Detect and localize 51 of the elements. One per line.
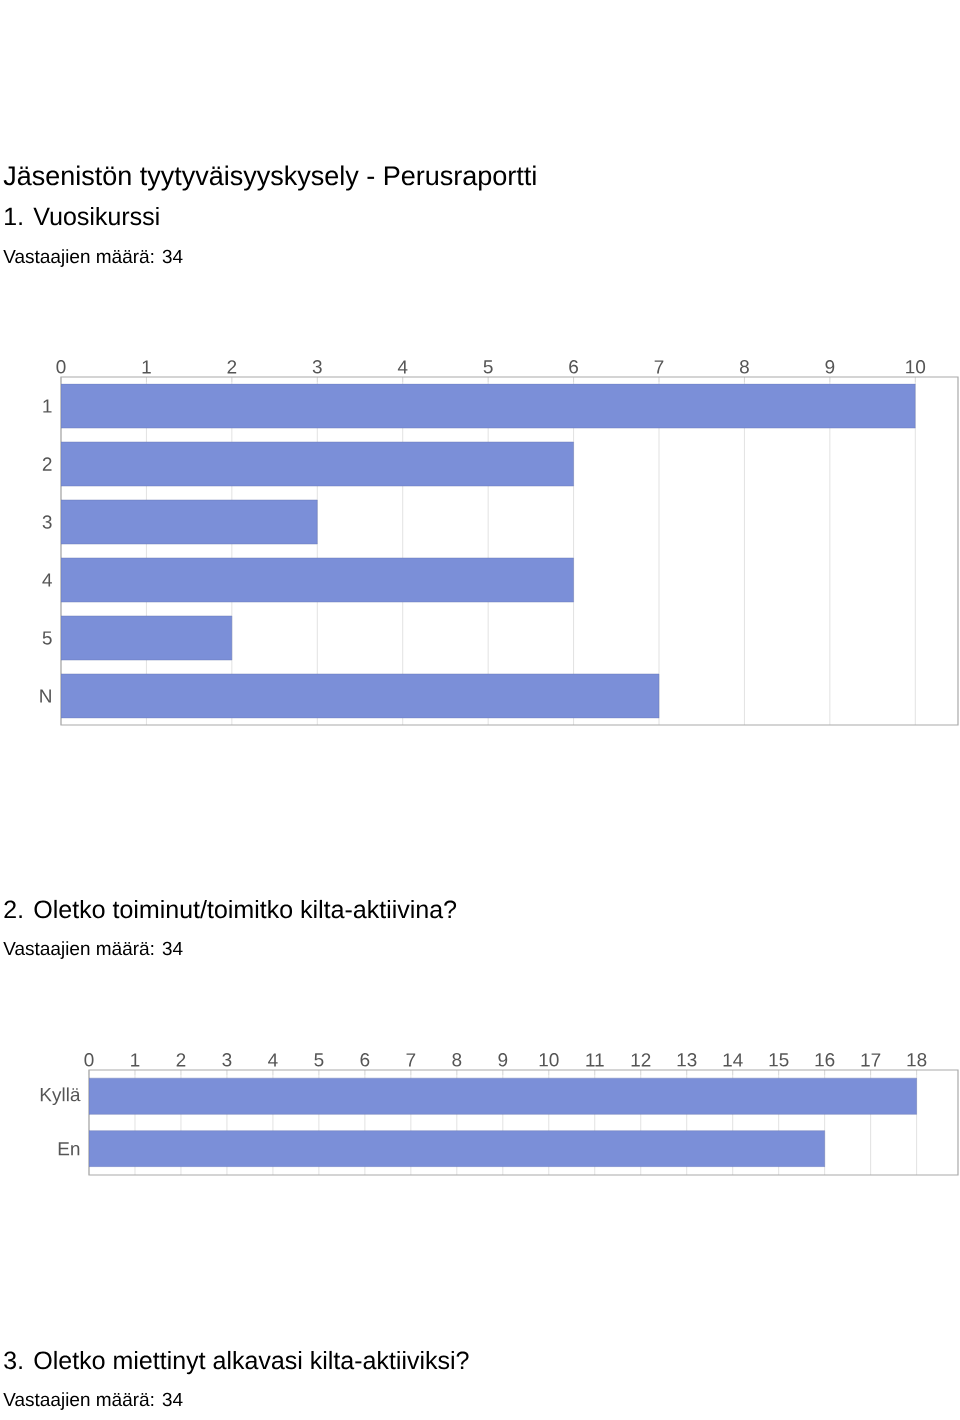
x-tick-label: 4	[397, 360, 408, 374]
x-tick-label: 7	[406, 1053, 416, 1067]
x-tick-label: 0	[56, 360, 66, 374]
x-tick-label: 8	[739, 360, 749, 374]
x-tick-label: 0	[84, 1053, 94, 1067]
x-tick-label: 6	[360, 1053, 370, 1067]
y-tick-label: 3	[42, 515, 52, 529]
bar	[61, 499, 318, 545]
chart-title: 2. Oletko toiminut/toimitko kilta-aktiivina?	[4, 899, 457, 919]
x-tick-label: 17	[861, 1053, 881, 1067]
x-tick-label: 16	[815, 1053, 835, 1067]
x-tick-label: 12	[631, 1053, 651, 1067]
x-tick-label: 18	[907, 1053, 927, 1067]
bar	[61, 441, 574, 487]
x-tick-label: 3	[222, 1053, 232, 1067]
bar	[61, 557, 574, 603]
x-tick-label: 1	[131, 1053, 140, 1067]
text: Vastaajien määrä: 34	[3, 249, 183, 267]
chart-subtitle: 1. Vuosikurssi	[5, 206, 159, 226]
x-tick-label: 9	[825, 360, 835, 374]
x-tick-label: 2	[227, 360, 237, 374]
x-tick-label: 4	[268, 1053, 278, 1067]
x-tick-label: 7	[654, 360, 664, 374]
x-tick-label: 9	[498, 1053, 508, 1067]
y-tick-label: N	[40, 689, 51, 703]
bar	[61, 673, 660, 719]
bar	[61, 383, 916, 429]
x-tick-label: 10	[906, 360, 926, 374]
y-tick-label: Kyllä	[40, 1087, 81, 1106]
text: Vastaajien määrä: 34	[3, 1392, 183, 1410]
x-tick-label: 8	[452, 1053, 462, 1067]
x-tick-label: 6	[569, 360, 579, 374]
x-tick-label: 14	[723, 1053, 743, 1067]
x-tick-label: 5	[483, 360, 493, 374]
chart-title: Jäsenistön tyytyväisyyskysely - Perusraportti	[3, 165, 536, 191]
x-tick-label: 11	[586, 1053, 604, 1067]
x-tick-label: 10	[539, 1053, 559, 1067]
x-tick-label: 13	[677, 1053, 697, 1067]
x-tick-label: 1	[142, 360, 151, 374]
text: 3. Oletko miettinyt alkavasi kilta-aktiiviksi?	[4, 1350, 469, 1375]
y-tick-label: 5	[42, 631, 52, 645]
x-tick-label: 2	[176, 1053, 186, 1067]
x-tick-label: 5	[314, 1053, 324, 1067]
x-tick-label: 3	[312, 360, 322, 374]
bar	[61, 615, 233, 661]
y-tick-label: 2	[42, 457, 52, 471]
y-tick-label: 1	[43, 399, 52, 413]
y-tick-label: En	[58, 1142, 80, 1156]
x-tick-label: 15	[769, 1053, 789, 1067]
y-tick-label: 4	[42, 573, 52, 587]
text: Vastaajien määrä: 34	[3, 941, 183, 959]
